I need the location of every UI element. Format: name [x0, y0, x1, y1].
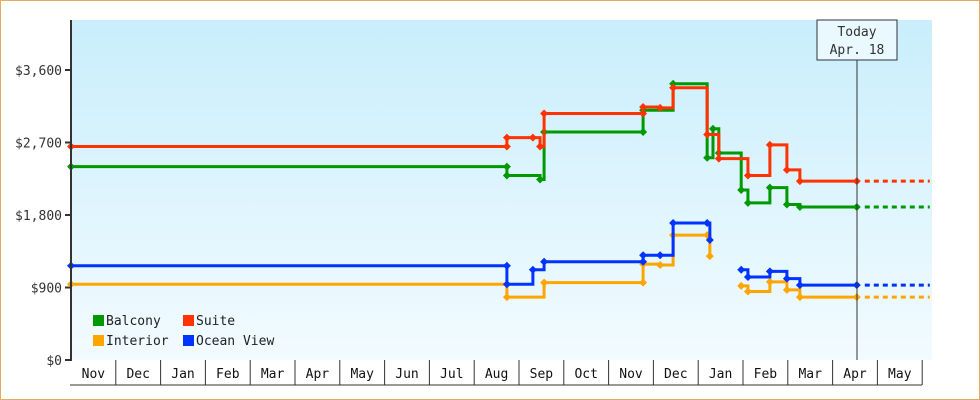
legend-swatch [183, 335, 194, 346]
month-label: Feb [754, 367, 778, 382]
y-tick-label: $0 [46, 354, 62, 369]
data-point[interactable] [765, 267, 774, 276]
legend-swatch [93, 335, 104, 346]
month-label: Jun [395, 367, 418, 382]
data-point[interactable] [639, 103, 648, 112]
data-point[interactable] [795, 281, 804, 290]
data-point[interactable] [737, 186, 746, 195]
legend-label[interactable]: Balcony [106, 314, 161, 329]
series-line [71, 233, 712, 299]
data-point[interactable] [669, 219, 678, 228]
data-point[interactable] [782, 285, 791, 294]
data-point[interactable] [528, 265, 537, 274]
month-label: Jan [171, 367, 194, 382]
data-point[interactable] [656, 251, 665, 260]
month-label: Nov [82, 367, 106, 382]
data-point[interactable] [782, 165, 791, 174]
plot-area [71, 20, 932, 360]
legend: Balcony Suite Interior Ocean View [93, 314, 274, 349]
data-point[interactable] [656, 260, 665, 269]
month-label: Mar [798, 367, 822, 382]
month-label: Feb [216, 367, 240, 382]
data-point[interactable] [743, 287, 752, 296]
series-suite [67, 83, 930, 186]
data-point[interactable] [703, 153, 712, 162]
data-point[interactable] [502, 261, 511, 270]
y-tick-label: $900 [31, 282, 62, 297]
data-point[interactable] [540, 109, 549, 118]
data-point[interactable] [502, 280, 511, 289]
data-point[interactable] [737, 265, 746, 274]
data-point[interactable] [669, 83, 678, 92]
today-marker: Today Apr. 18 [816, 19, 898, 360]
month-label: Nov [619, 367, 643, 382]
today-label: Today [837, 25, 876, 40]
legend-label[interactable]: Suite [196, 314, 235, 329]
data-point[interactable] [639, 109, 648, 118]
data-point[interactable] [782, 200, 791, 209]
month-label: Dec [664, 367, 687, 382]
data-point[interactable] [705, 252, 714, 261]
data-point[interactable] [536, 142, 545, 151]
data-point[interactable] [743, 198, 752, 207]
legend-swatch [183, 315, 194, 326]
data-point[interactable] [743, 171, 752, 180]
data-point[interactable] [714, 154, 723, 163]
month-label: Sep [530, 367, 554, 382]
month-label: Aug [485, 367, 508, 382]
month-label: Mar [261, 367, 285, 382]
legend-swatch [93, 315, 104, 326]
today-box [816, 19, 898, 61]
data-point[interactable] [528, 133, 537, 142]
data-point[interactable] [502, 142, 511, 151]
month-label: Apr [843, 367, 867, 382]
month-label: Dec [126, 367, 149, 382]
data-point[interactable] [540, 257, 549, 266]
legend-label[interactable]: Ocean View [196, 334, 274, 349]
data-point[interactable] [502, 162, 511, 171]
data-point[interactable] [639, 257, 648, 266]
data-point[interactable] [765, 183, 774, 192]
data-point[interactable] [703, 219, 712, 228]
data-point[interactable] [765, 277, 774, 286]
data-point[interactable] [795, 293, 804, 302]
data-point[interactable] [737, 281, 746, 290]
series-balcony [67, 79, 930, 211]
y-tick-label: $1,800 [15, 209, 62, 224]
month-label: Jul [440, 367, 463, 382]
series-ocean-view [67, 219, 930, 290]
data-point[interactable] [502, 293, 511, 302]
data-point[interactable] [795, 202, 804, 211]
month-label: May [350, 367, 374, 382]
data-point[interactable] [703, 130, 712, 139]
data-point[interactable] [705, 235, 714, 244]
data-point[interactable] [708, 124, 717, 133]
data-point[interactable] [540, 278, 549, 287]
month-label: Oct [574, 367, 597, 382]
month-label: Jan [709, 367, 732, 382]
data-point[interactable] [502, 171, 511, 180]
data-point[interactable] [782, 274, 791, 283]
data-point[interactable] [536, 175, 545, 184]
data-point[interactable] [639, 251, 648, 260]
data-point[interactable] [795, 177, 804, 186]
data-point[interactable] [639, 128, 648, 137]
y-tick-label: $2,700 [15, 137, 62, 152]
data-point[interactable] [656, 103, 665, 112]
data-point[interactable] [743, 273, 752, 282]
data-point[interactable] [639, 278, 648, 287]
legend-label[interactable]: Interior [106, 334, 169, 349]
today-date: Apr. 18 [830, 43, 885, 58]
y-tick-label: $3,600 [15, 64, 62, 79]
data-point[interactable] [765, 140, 774, 149]
data-point[interactable] [502, 133, 511, 142]
data-point[interactable] [669, 79, 678, 88]
month-label: Apr [306, 367, 330, 382]
month-label: May [888, 367, 912, 382]
